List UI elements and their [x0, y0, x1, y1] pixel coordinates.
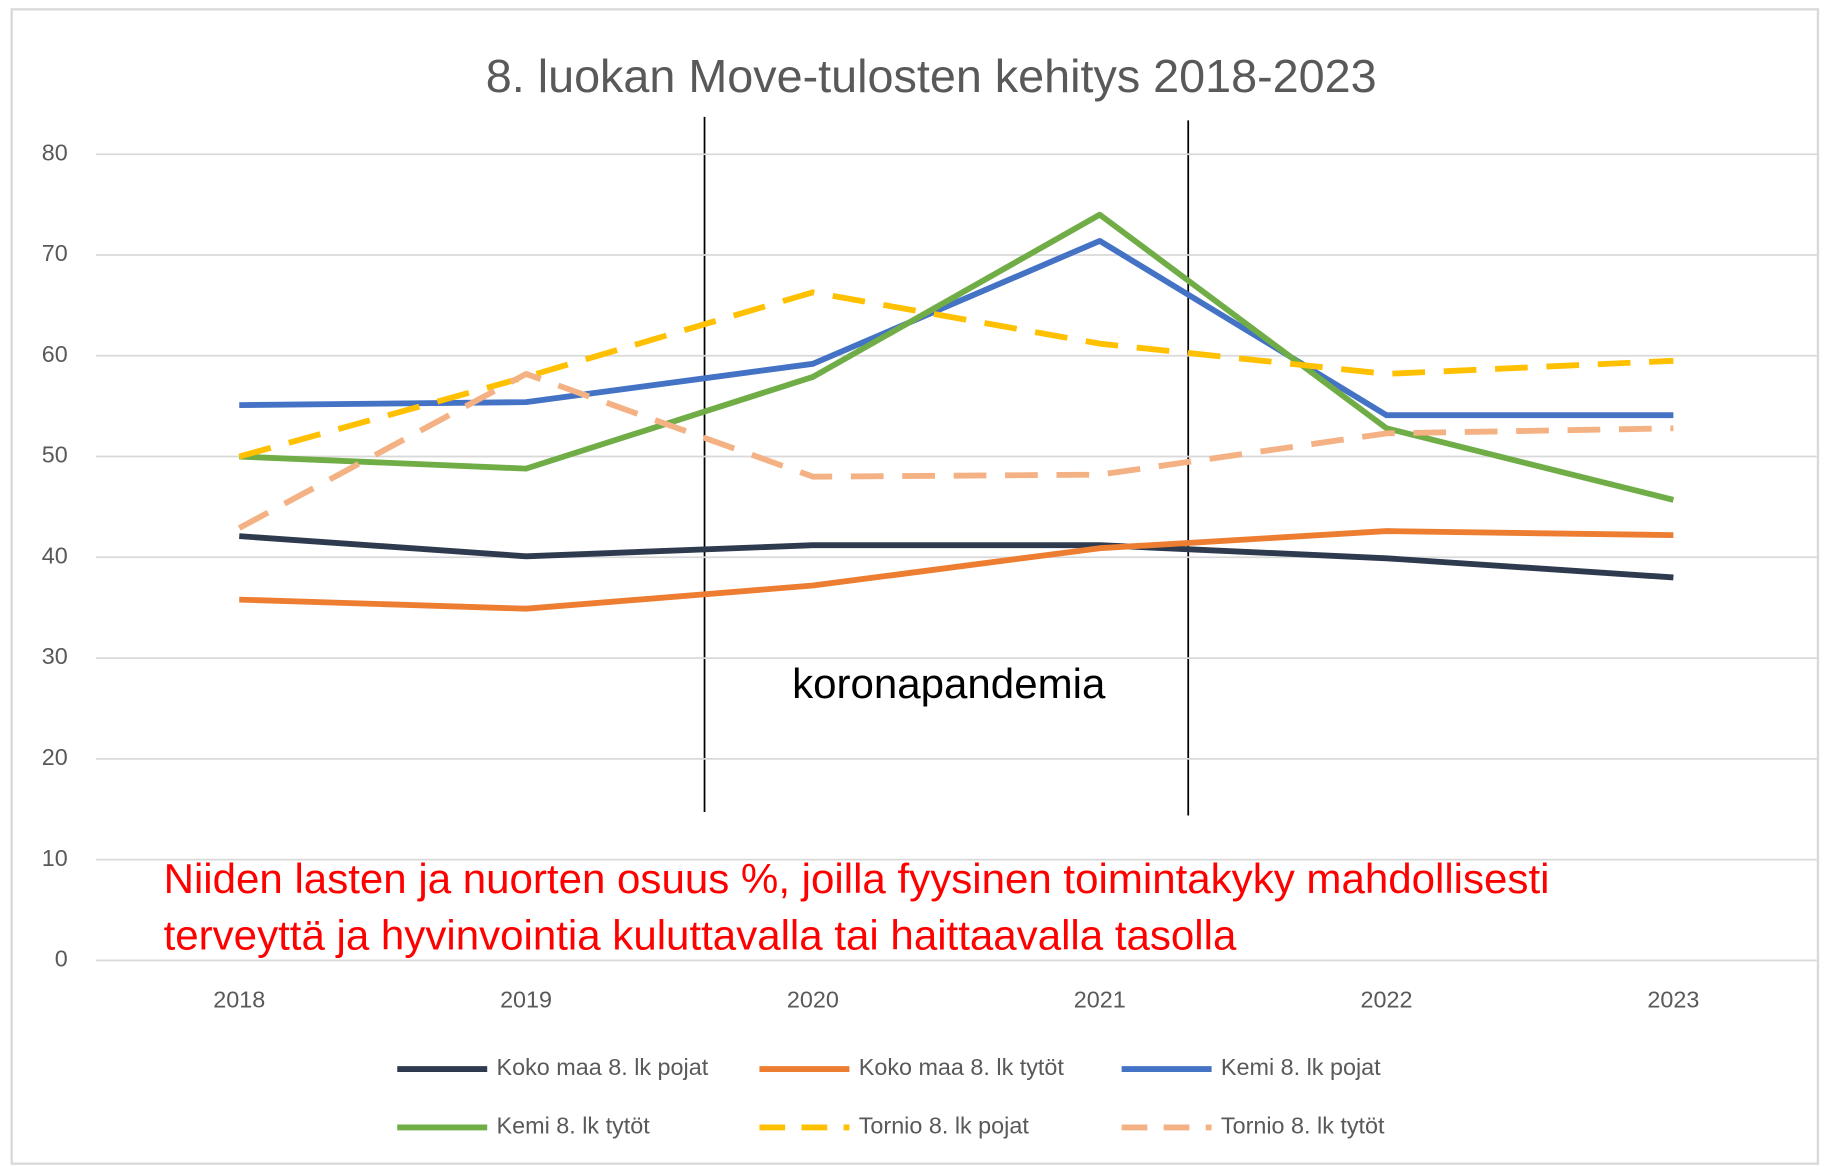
note: terveyttä ja hyvinvointia kuluttavalla t…: [164, 911, 1237, 958]
x-tick-label: 2022: [1361, 986, 1413, 1012]
x-tick-label: 2018: [213, 986, 265, 1012]
x-tick-label: 2020: [787, 986, 839, 1012]
x-tick-label: 2021: [1074, 986, 1126, 1012]
series-line: [239, 533, 1674, 581]
y-tick-label: 80: [42, 139, 68, 165]
y-tick-label: 40: [42, 542, 68, 568]
y-tick-label: 0: [55, 946, 68, 972]
y-tick-label: 50: [42, 442, 68, 468]
note: Niiden lasten ja nuorten osuus %, joilla…: [164, 855, 1550, 902]
x-tick-label: 2023: [1647, 986, 1699, 1012]
legend-label: Kemi 8. lk tytöt: [497, 1113, 651, 1139]
y-tick-label: 60: [42, 341, 68, 367]
legend-label: Tornio 8. lk tytöt: [1221, 1113, 1385, 1139]
series-line: [239, 528, 1674, 612]
y-tick-label: 10: [42, 845, 68, 871]
x-tick-label: 2019: [500, 986, 552, 1012]
legend-label: Tornio 8. lk pojat: [859, 1113, 1030, 1139]
annotation: koronapandemia: [792, 660, 1106, 707]
chart-border: [10, 8, 1820, 1165]
chart-title: 8. luokan Move-tulosten kehitys 2018-202…: [486, 50, 1377, 102]
legend-label: Koko maa 8. lk pojat: [497, 1054, 709, 1080]
legend-label: Koko maa 8. lk tytöt: [859, 1054, 1065, 1080]
y-tick-label: 30: [42, 643, 68, 669]
y-tick-label: 20: [42, 744, 68, 770]
series-line: [238, 289, 1674, 460]
y-tick-label: 70: [42, 240, 68, 266]
series-line: [239, 211, 1675, 503]
series-line: [237, 370, 1674, 531]
legend-label: Kemi 8. lk pojat: [1221, 1054, 1381, 1080]
